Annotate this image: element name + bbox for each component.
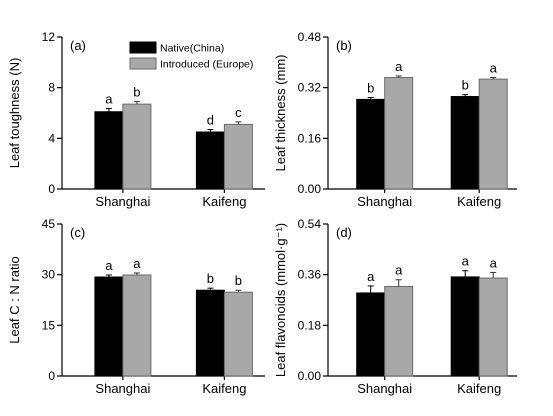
bar-native	[94, 111, 124, 190]
x-category-label: Kaifeng	[457, 381, 501, 396]
bar-introduced	[478, 277, 508, 377]
significance-letter: a	[395, 263, 403, 278]
x-category-label: Shanghai	[357, 194, 412, 209]
significance-letter: c	[235, 105, 242, 120]
bar-introduced	[384, 77, 414, 190]
x-category-label: Shanghai	[357, 381, 412, 396]
bar-native	[450, 276, 480, 377]
chart-panel-1: 0 4 8 12 Leaf toughness (N) (a) Shanghai a b Kaif…	[7, 30, 265, 209]
bar-native	[450, 96, 480, 190]
bar-introduced	[478, 78, 508, 190]
y-tick-label: 0	[48, 369, 55, 383]
x-category-label: Shanghai	[95, 194, 150, 209]
significance-letter: b	[207, 271, 214, 286]
significance-letter: a	[462, 254, 470, 269]
y-axis-title: Leaf C : N ratio	[7, 256, 22, 343]
y-tick-label: 0.36	[298, 268, 322, 282]
panel-label: (c)	[70, 225, 85, 240]
x-category-label: Shanghai	[95, 381, 150, 396]
bar-introduced	[122, 274, 152, 377]
y-tick-label: 45	[42, 217, 56, 231]
y-tick-label: 0.48	[298, 30, 322, 44]
y-axis-title: Leaf toughness (N)	[7, 58, 22, 169]
significance-letter: b	[367, 80, 374, 95]
y-tick-label: 0.00	[298, 182, 322, 196]
panel-label: (a)	[70, 38, 86, 53]
bar-native	[356, 292, 386, 377]
bar-introduced	[223, 291, 253, 377]
bar-native	[195, 131, 225, 190]
y-tick-label: 12	[42, 30, 56, 44]
x-category-label: Kaifeng	[457, 194, 501, 209]
bar-native	[356, 98, 386, 190]
y-tick-label: 0.16	[298, 131, 322, 145]
y-tick-label: 30	[42, 268, 56, 282]
panel-label: (b)	[336, 38, 352, 53]
x-category-label: Kaifeng	[202, 194, 246, 209]
bar-native	[94, 276, 124, 377]
significance-letter: a	[490, 255, 498, 270]
bar-native	[195, 289, 225, 377]
significance-letter: b	[133, 85, 140, 100]
panel-label: (d)	[336, 225, 352, 240]
legend: Native(China) Introduced (Europe)	[129, 41, 253, 71]
x-category-label: Kaifeng	[202, 381, 246, 396]
y-tick-label: 0.00	[298, 369, 322, 383]
y-tick-label: 0.18	[298, 318, 322, 332]
significance-letter: a	[367, 269, 375, 284]
y-axis-title: Leaf thickness (mm)	[273, 54, 288, 171]
bar-introduced	[122, 103, 152, 190]
y-tick-label: 0	[48, 182, 55, 196]
y-tick-label: 0.32	[298, 81, 322, 95]
legend-label: Introduced (Europe)	[160, 59, 253, 71]
significance-letter: d	[207, 112, 214, 127]
significance-letter: a	[105, 92, 113, 107]
significance-letter: b	[462, 78, 469, 93]
significance-letter: a	[105, 258, 113, 273]
y-tick-label: 4	[48, 131, 55, 145]
significance-letter: a	[395, 59, 403, 74]
significance-letter: b	[235, 273, 242, 288]
y-axis-title: Leaf flavonoids (mmol·g⁻¹)	[273, 223, 288, 377]
y-tick-label: 8	[48, 81, 55, 95]
legend-label: Native(China)	[160, 43, 224, 55]
legend-swatch-introduced	[129, 57, 157, 70]
significance-letter: a	[490, 61, 498, 76]
chart-panel-2: 0.00 0.16 0.32 0.48 Leaf thickness (mm) (b) Sh…	[273, 30, 517, 209]
y-tick-label: 15	[42, 318, 56, 332]
significance-letter: a	[133, 256, 141, 271]
bar-introduced	[384, 285, 414, 377]
legend-swatch-native	[129, 41, 157, 54]
bar-introduced	[223, 123, 253, 190]
chart-panel-3: 0 15 30 45 Leaf C : N ratio (c) Shanghai a a Kaif…	[7, 217, 265, 396]
y-tick-label: 0.54	[298, 217, 322, 231]
chart-panel-4: 0.00 0.18 0.36 0.54 Leaf flavonoids (mmol·g⁻…	[273, 217, 517, 396]
